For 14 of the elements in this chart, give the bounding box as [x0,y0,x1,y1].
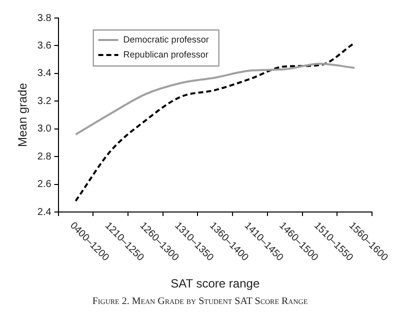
line-series [74,62,356,136]
y-tick-label: 2.6 [37,179,52,190]
y-tick-label: 3.6 [37,40,52,52]
legend-label: Republican professor [123,49,208,60]
y-tick-label: 3.0 [37,124,52,135]
x-axis-title: SAT score range [170,276,260,290]
caption: Figure 2. Mean Grade by Student SAT Score Range [91,296,309,307]
y-tick-label: 3.4 [37,68,52,80]
y-tick-label: 2.8 [37,151,52,162]
y-tick-label: 2.4 [37,206,52,218]
y-tick-label: 3.2 [37,96,52,107]
legend-label: Democratic professor [123,34,209,44]
y-tick-label: 3.8 [37,12,52,24]
y-axis-title: Mean grade [16,82,30,148]
